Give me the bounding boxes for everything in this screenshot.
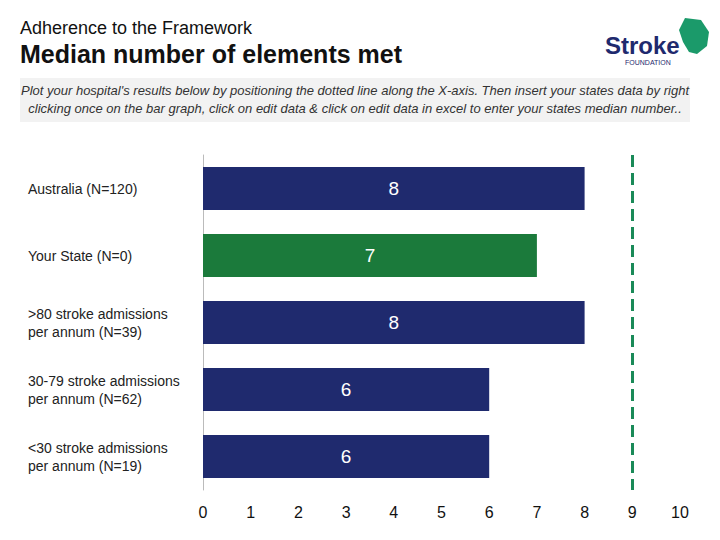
- svg-text:10: 10: [671, 504, 689, 521]
- svg-text:<30 stroke admissions: <30 stroke admissions: [28, 440, 168, 456]
- svg-text:4: 4: [389, 504, 398, 521]
- svg-text:5: 5: [437, 504, 446, 521]
- svg-text:7: 7: [532, 504, 541, 521]
- svg-text:1: 1: [246, 504, 255, 521]
- svg-text:6: 6: [341, 446, 352, 467]
- svg-text:8: 8: [389, 178, 400, 199]
- svg-text:per annum (N=62): per annum (N=62): [28, 391, 142, 407]
- svg-text:Australia (N=120): Australia (N=120): [28, 181, 137, 197]
- svg-text:2: 2: [294, 504, 303, 521]
- svg-text:7: 7: [365, 245, 376, 266]
- svg-text:30-79 stroke admissions: 30-79 stroke admissions: [28, 373, 180, 389]
- svg-text:6: 6: [485, 504, 494, 521]
- html-text:Plot your hospital's results b: Plot your hospital's results below by po…: [21, 83, 689, 116]
- html-text:Adherence to the Framework: Adherence to the Framework: [20, 18, 253, 38]
- html-text:Median number of elements met: Median number of elements met: [20, 40, 402, 68]
- svg-text:9: 9: [628, 504, 637, 521]
- svg-text:per annum (N=39): per annum (N=39): [28, 324, 142, 340]
- svg-text:8: 8: [580, 504, 589, 521]
- svg-text:per annum (N=19): per annum (N=19): [28, 458, 142, 474]
- svg-text:3: 3: [342, 504, 351, 521]
- svg-text:8: 8: [389, 312, 400, 333]
- svg-text:>80 stroke admissions: >80 stroke admissions: [28, 306, 168, 322]
- svg-text:FOUNDATION: FOUNDATION: [625, 59, 671, 66]
- svg-text:Your State (N=0): Your State (N=0): [28, 248, 132, 264]
- svg-text:0: 0: [199, 504, 208, 521]
- svg-text:6: 6: [341, 379, 352, 400]
- svg-text:Stroke: Stroke: [605, 32, 680, 59]
